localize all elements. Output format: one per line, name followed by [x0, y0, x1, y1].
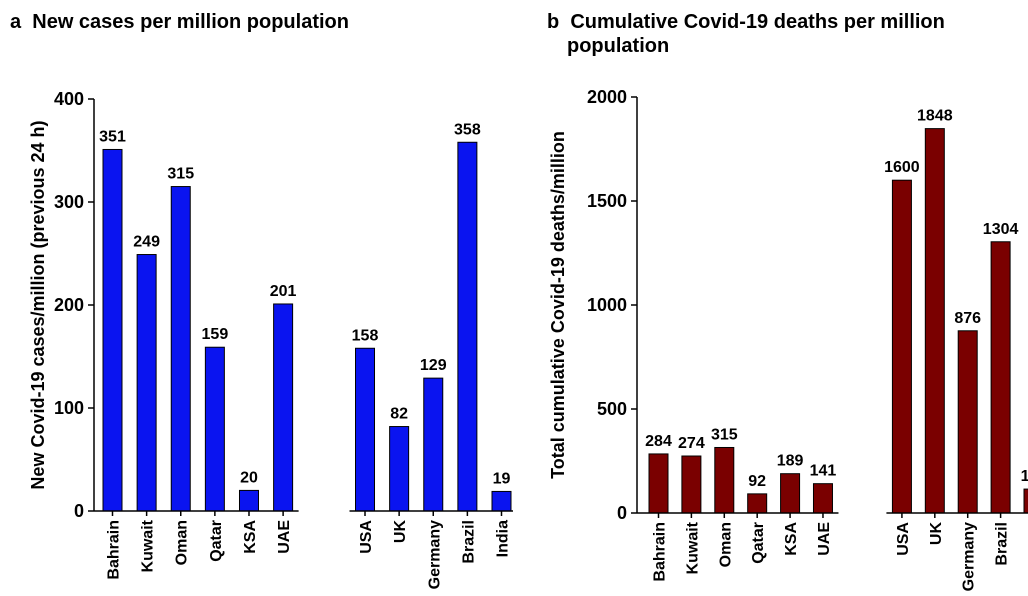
- bar-india: [491, 490, 512, 512]
- x-tick-label: Kuwait: [684, 521, 701, 574]
- y-tick-label: 0: [617, 503, 627, 523]
- bar-ksa: [238, 489, 259, 512]
- bar-kuwait: [136, 254, 157, 512]
- y-tick-label: 0: [74, 501, 84, 521]
- bar-qatar: [747, 493, 768, 514]
- y-axis-title: New Covid-19 cases/million (previous 24 …: [28, 120, 48, 489]
- panel-a-letter: a: [10, 11, 22, 33]
- y-tick-label: 100: [54, 398, 84, 418]
- bar-kuwait: [681, 455, 702, 514]
- x-tick-label: Bahrain: [106, 520, 123, 580]
- data-label: 19: [493, 470, 511, 487]
- x-tick-label: Qatar: [750, 522, 767, 564]
- x-tick-label: UK: [392, 520, 409, 544]
- x-tick-label: India: [495, 520, 512, 557]
- data-label: 201: [270, 283, 297, 300]
- x-tick-label: USA: [895, 522, 912, 556]
- data-label: 1848: [917, 108, 953, 125]
- y-tick-label: 2000: [587, 87, 627, 107]
- data-label: 358: [454, 121, 481, 138]
- data-label: 284: [645, 433, 672, 450]
- data-label: 20: [240, 469, 258, 486]
- bar-bahrain: [648, 453, 669, 514]
- bar-uae: [812, 483, 833, 514]
- y-tick-label: 300: [54, 192, 84, 212]
- x-tick-label: Germany: [961, 522, 978, 591]
- data-label: 274: [678, 435, 705, 452]
- panel-a-title-text: New cases per million population: [32, 11, 349, 33]
- y-tick-label: 500: [597, 399, 627, 419]
- x-tick-label: UK: [928, 522, 945, 546]
- data-label: 115: [1021, 468, 1028, 485]
- data-label: 1600: [884, 159, 920, 176]
- bar-uae: [273, 303, 294, 512]
- data-label: 92: [748, 473, 766, 490]
- x-tick-label: Qatar: [208, 520, 225, 562]
- bar-brazil: [457, 141, 478, 512]
- bar-ksa: [780, 473, 801, 514]
- x-tick-label: UAE: [276, 520, 293, 554]
- bar-oman: [714, 446, 735, 514]
- x-tick-label: Brazil: [460, 520, 477, 564]
- x-tick-label: Germany: [426, 520, 443, 589]
- data-label: 189: [777, 453, 804, 470]
- bar-india: [1023, 488, 1028, 514]
- panel-a-title: a New cases per million population: [10, 10, 349, 34]
- bar-uk: [924, 128, 945, 514]
- bar-bahrain: [102, 148, 123, 512]
- bar-brazil: [990, 241, 1011, 514]
- bar-oman: [170, 186, 191, 512]
- y-tick-label: 400: [54, 89, 84, 109]
- x-tick-label: India: [1027, 522, 1028, 559]
- data-label: 1304: [983, 221, 1019, 238]
- x-tick-label: Kuwait: [140, 519, 157, 572]
- data-label: 315: [167, 166, 194, 183]
- panel-b-title-line-2: population: [567, 35, 670, 57]
- panel-b-title-line-1: Cumulative Covid-19 deaths per million: [570, 11, 945, 33]
- data-label: 158: [352, 327, 379, 344]
- data-label: 129: [420, 357, 447, 374]
- x-tick-label: Bahrain: [652, 522, 669, 582]
- data-label: 249: [133, 234, 160, 251]
- data-label: 876: [954, 310, 981, 327]
- chart-panel-b: 0 500 1000 1500 2000 Total cumulative Covid-1…: [548, 87, 1028, 591]
- bar-usa: [891, 179, 912, 514]
- data-label: 159: [202, 326, 229, 343]
- data-label: 141: [810, 463, 837, 480]
- x-tick-label: Oman: [717, 522, 734, 567]
- bar-usa: [355, 347, 376, 512]
- bar-germany: [957, 330, 978, 514]
- data-label: 82: [390, 406, 408, 423]
- bar-germany: [423, 377, 444, 512]
- y-tick-label: 1000: [587, 295, 627, 315]
- y-axis-title: Total cumulative Covid-19 deaths/million: [548, 131, 568, 479]
- data-label: 315: [711, 426, 738, 443]
- x-tick-label: KSA: [783, 522, 800, 556]
- bar-uk: [389, 426, 410, 512]
- data-label: 351: [99, 128, 126, 145]
- bar-qatar: [204, 346, 225, 512]
- chart-panel-a: 0 100 200 300 400 New Covid-19 cases/million …: [28, 89, 513, 589]
- x-tick-label: UAE: [816, 522, 833, 556]
- y-tick-label: 200: [54, 295, 84, 315]
- x-tick-label: USA: [358, 520, 375, 554]
- panel-b-letter: b: [547, 11, 560, 33]
- y-tick-label: 1500: [587, 191, 627, 211]
- x-tick-label: Oman: [174, 520, 191, 565]
- x-tick-label: Brazil: [994, 522, 1011, 566]
- x-tick-label: KSA: [242, 520, 259, 554]
- panel-b-title: b Cumulative Covid-19 deaths per million…: [547, 10, 945, 58]
